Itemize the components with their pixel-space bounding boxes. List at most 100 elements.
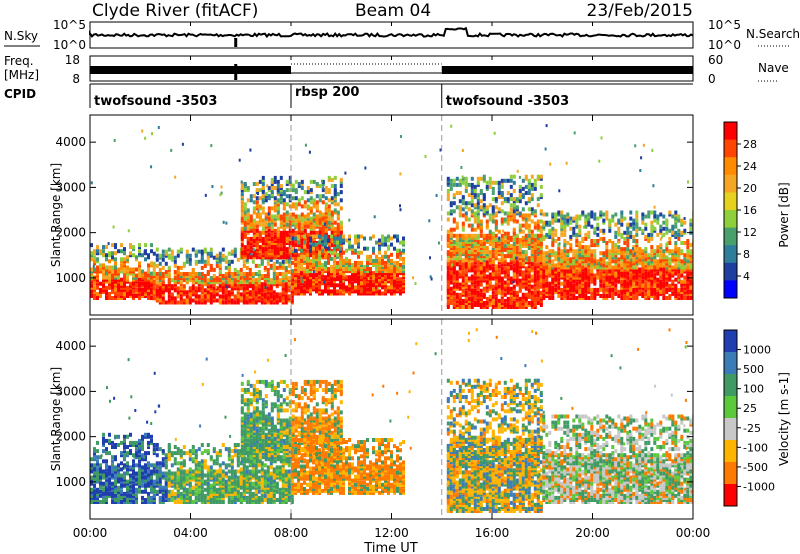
echo-cell	[662, 249, 666, 254]
echo-cell	[629, 261, 633, 266]
echo-cell	[518, 193, 522, 198]
echo-cell	[494, 199, 498, 204]
echo-cell	[282, 198, 286, 203]
echo-cell	[93, 259, 96, 264]
echo-cell	[632, 265, 636, 270]
echo-cell	[461, 207, 465, 212]
echo-cell	[200, 286, 204, 291]
echo-cell	[539, 225, 543, 230]
echo-cell	[491, 219, 495, 224]
echo-cell	[147, 263, 150, 268]
echo-cell	[294, 253, 298, 258]
echo-cell	[482, 256, 486, 261]
echo-cell	[258, 212, 262, 217]
echo-cell	[252, 182, 256, 186]
echo-cell	[129, 294, 132, 298]
echo-cell	[449, 288, 453, 293]
echo-cell	[461, 262, 465, 267]
echo-cell	[452, 266, 456, 271]
echo-cell	[249, 236, 253, 241]
echo-cell	[360, 271, 363, 276]
echo-cell	[620, 218, 624, 223]
echo-cell	[689, 249, 693, 254]
echo-cell	[533, 262, 537, 267]
echo-cell	[318, 260, 321, 265]
echo-cell	[545, 265, 549, 270]
echo-cell	[671, 230, 675, 235]
echo-cell	[150, 271, 153, 276]
echo-cell	[632, 296, 636, 300]
echo-cell	[602, 253, 606, 258]
echo-cell	[557, 261, 561, 266]
echo-cell	[539, 209, 543, 214]
echo-cell	[506, 199, 510, 204]
echo-cell	[533, 266, 537, 271]
echo-cell	[378, 263, 381, 267]
echo-cell	[312, 204, 316, 209]
echo-cell	[209, 284, 213, 289]
echo-cell	[152, 251, 156, 256]
echo-cell	[294, 239, 298, 243]
echo-cell	[533, 233, 537, 238]
echo-cell	[366, 263, 369, 267]
echo-cell	[665, 230, 669, 235]
echo-cell	[617, 263, 621, 268]
echo-cell	[384, 254, 387, 259]
echo-cell	[608, 294, 612, 298]
echo-cell	[533, 254, 537, 259]
echo-cell	[473, 237, 477, 242]
echo-cell	[500, 241, 504, 246]
echo-cell	[638, 251, 642, 256]
echo-cell	[506, 237, 510, 242]
echo-cell	[306, 273, 309, 278]
echo-cell	[282, 216, 286, 221]
echo-cell	[123, 271, 126, 276]
echo-cell	[309, 244, 312, 249]
echo-cell	[686, 283, 690, 288]
echo-cell	[470, 248, 474, 252]
echo-cell	[399, 283, 402, 288]
echo-cell	[279, 220, 283, 225]
echo-cell	[545, 255, 549, 260]
echo-cell	[249, 216, 253, 221]
echo-cell	[617, 257, 621, 262]
echo-cell	[599, 236, 603, 241]
echo-cell	[270, 186, 274, 190]
echo-cell	[620, 261, 624, 266]
echo-cell	[155, 257, 159, 262]
echo-cell	[533, 237, 537, 242]
echo-cell	[500, 246, 504, 250]
echo-cell	[321, 255, 325, 260]
echo-cell	[497, 182, 501, 187]
echo-cell	[479, 239, 483, 244]
echo-cell	[321, 248, 324, 253]
echo-cell	[261, 186, 265, 190]
echo-cell	[155, 288, 159, 293]
echo-cell	[132, 253, 135, 258]
echo-cell	[312, 250, 315, 255]
echo-cell	[458, 294, 462, 299]
echo-cell	[569, 216, 573, 221]
echo-cell	[536, 278, 540, 283]
echo-cell	[488, 280, 492, 285]
echo-cell	[488, 294, 492, 299]
echo-cell	[494, 264, 498, 269]
echo-cell	[470, 195, 474, 200]
echo-cell	[224, 272, 228, 276]
echo-cell	[230, 292, 234, 297]
echo-cell	[273, 249, 277, 254]
echo-cell	[539, 233, 543, 238]
echo-cell	[123, 247, 126, 252]
echo-cell	[674, 287, 678, 292]
echo-cell	[635, 218, 639, 223]
echo-cell	[108, 265, 111, 270]
echo-cell	[575, 255, 579, 260]
echo-cell	[605, 261, 609, 266]
echo-cell	[327, 281, 330, 286]
echo-cell	[509, 193, 513, 198]
echo-cell	[554, 239, 558, 243]
echo-cell	[644, 214, 648, 219]
echo-cell	[221, 247, 225, 252]
echo-cell	[626, 247, 630, 252]
echo-cell	[243, 226, 247, 231]
